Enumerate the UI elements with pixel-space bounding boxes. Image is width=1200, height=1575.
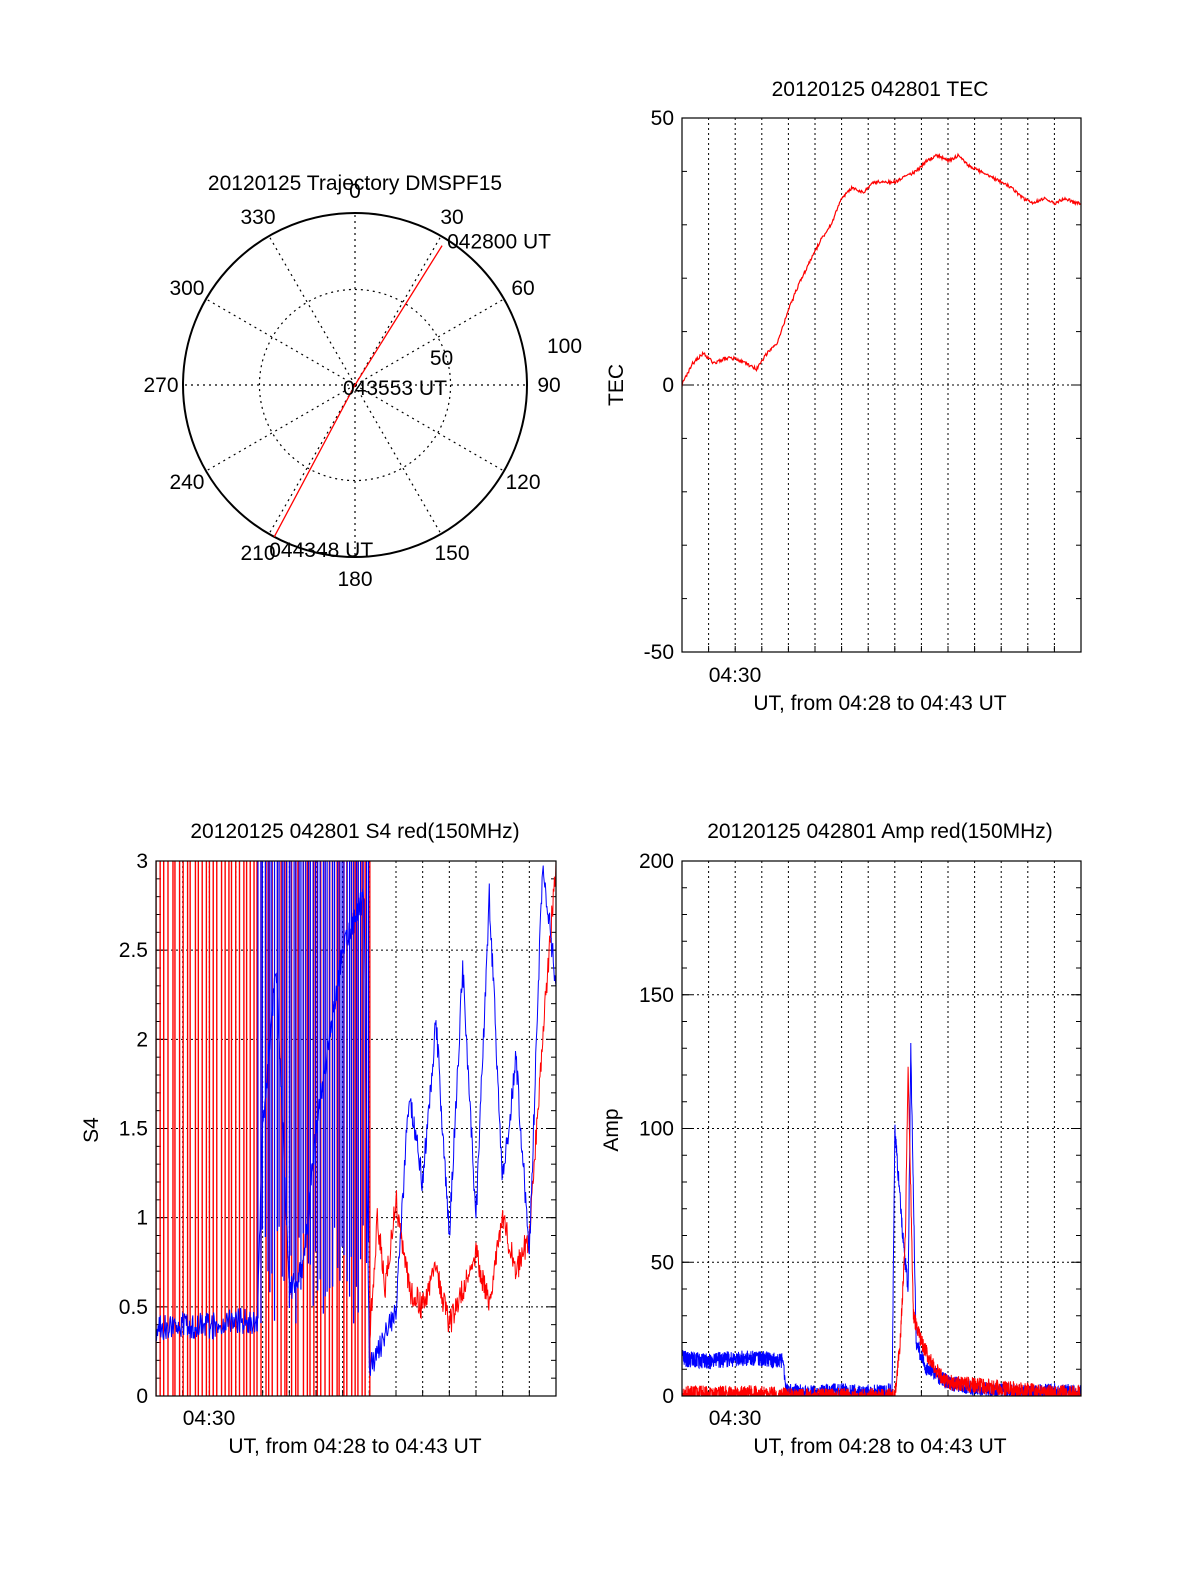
plot-frame (155, 860, 557, 1397)
azimuth-tick-label: 0 (349, 180, 361, 203)
azimuth-tick-label: 30 (440, 206, 463, 229)
azimuth-tick-label: 180 (337, 568, 372, 591)
polar-spoke (205, 384, 356, 472)
series-line (682, 152, 1081, 387)
s4-title: 20120125 042801 S4 red(150MHz) (190, 820, 519, 843)
polar-trajectory-plot: 20120125 Trajectory DMSPF15 0 30 60 90 120 15… (143, 172, 582, 591)
trajectory-time-label: 042800 UT (447, 231, 551, 254)
tec-ylabel: TEC (605, 364, 628, 406)
trajectory: 042800 UT 043553 UT 044348 UT (269, 231, 551, 562)
tec-title: 20120125 042801 TEC (772, 78, 989, 101)
y-tick-label: 1.5 (119, 1118, 148, 1141)
polar-spoke (354, 384, 505, 472)
polar-spoke (205, 298, 356, 386)
plot-frame (681, 860, 1082, 1397)
tec-xtick-label: 04:30 (709, 664, 762, 687)
trajectory-time-label: 043553 UT (343, 377, 447, 400)
series-line (682, 1042, 1081, 1396)
azimuth-tick-label: 90 (537, 374, 560, 397)
y-tick-label: 3 (136, 850, 148, 873)
y-tick-label: -50 (644, 641, 674, 664)
plot-frame (681, 117, 1082, 653)
amp-title: 20120125 042801 Amp red(150MHz) (707, 820, 1053, 843)
polar-spoke (268, 384, 356, 535)
amp-plot-body: 200 150 100 50 0 (639, 850, 1082, 1408)
polar-spoke (354, 235, 442, 386)
s4-plot-body: 3 2.5 2 1.5 1 0.5 0 (119, 850, 557, 1408)
amp-xlabel: UT, from 04:28 to 04:43 UT (753, 1435, 1006, 1458)
amp-ylabel: Amp (600, 1108, 623, 1151)
series-line (682, 1066, 1081, 1396)
azimuth-tick-label: 210 (240, 542, 275, 565)
radial-tick-label: 50 (430, 347, 453, 370)
azimuth-tick-label: 60 (511, 277, 534, 300)
radial-tick-label: 100 (547, 335, 582, 358)
s4-ylabel: S4 (80, 1117, 103, 1143)
trajectory-line (273, 245, 443, 538)
y-tick-label: 150 (639, 984, 674, 1007)
y-tick-label: 2 (136, 1028, 148, 1051)
series-group (682, 1042, 1081, 1396)
y-tick-label: 0.5 (119, 1296, 148, 1319)
amp-plot: 20120125 042801 Amp red(150MHz) Amp UT, … (600, 820, 1082, 1458)
series-line (368, 861, 556, 1356)
azimuth-tick-label: 120 (505, 471, 540, 494)
series-group (156, 861, 556, 1396)
azimuth-tick-label: 150 (434, 542, 469, 565)
polar-outer-circle (182, 212, 528, 558)
y-tick-label: 2.5 (119, 939, 148, 962)
s4-xlabel: UT, from 04:28 to 04:43 UT (228, 1435, 481, 1458)
y-tick-label: 50 (651, 1251, 674, 1274)
polar-spoke (268, 235, 356, 386)
polar-grid-circle (258, 288, 452, 482)
polar-tick-labels: 0 30 60 90 120 150 180 210 240 270 300 330 50 100 (143, 180, 582, 591)
y-tick-label: 1 (136, 1207, 148, 1230)
y-tick-label: 0 (136, 1385, 148, 1408)
polar-spoke (354, 384, 442, 535)
azimuth-tick-label: 270 (143, 374, 178, 397)
trajectory-time-label: 044348 UT (269, 539, 373, 562)
tec-plot: 20120125 042801 TEC TEC UT, from 04:28 t… (605, 78, 1082, 715)
polar-grid (182, 212, 528, 558)
s4-xtick-label: 04:30 (183, 1407, 236, 1430)
azimuth-tick-label: 300 (169, 277, 204, 300)
series-line (156, 865, 556, 1376)
y-tick-label: 100 (639, 1118, 674, 1141)
amp-xtick-label: 04:30 (709, 1407, 762, 1430)
y-tick-label: 0 (662, 1385, 674, 1408)
tec-plot-body: 50 0 -50 (644, 107, 1082, 664)
y-tick-label: 200 (639, 850, 674, 873)
polar-title: 20120125 Trajectory DMSPF15 (208, 172, 502, 195)
series-group (682, 152, 1081, 387)
s4-plot: 20120125 042801 S4 red(150MHz) S4 UT, fr… (80, 820, 557, 1458)
azimuth-tick-label: 240 (169, 471, 204, 494)
polar-spoke (354, 298, 505, 386)
tec-xlabel: UT, from 04:28 to 04:43 UT (753, 692, 1006, 715)
azimuth-tick-label: 330 (240, 206, 275, 229)
y-tick-label: 0 (662, 374, 674, 397)
y-tick-label: 50 (651, 107, 674, 130)
